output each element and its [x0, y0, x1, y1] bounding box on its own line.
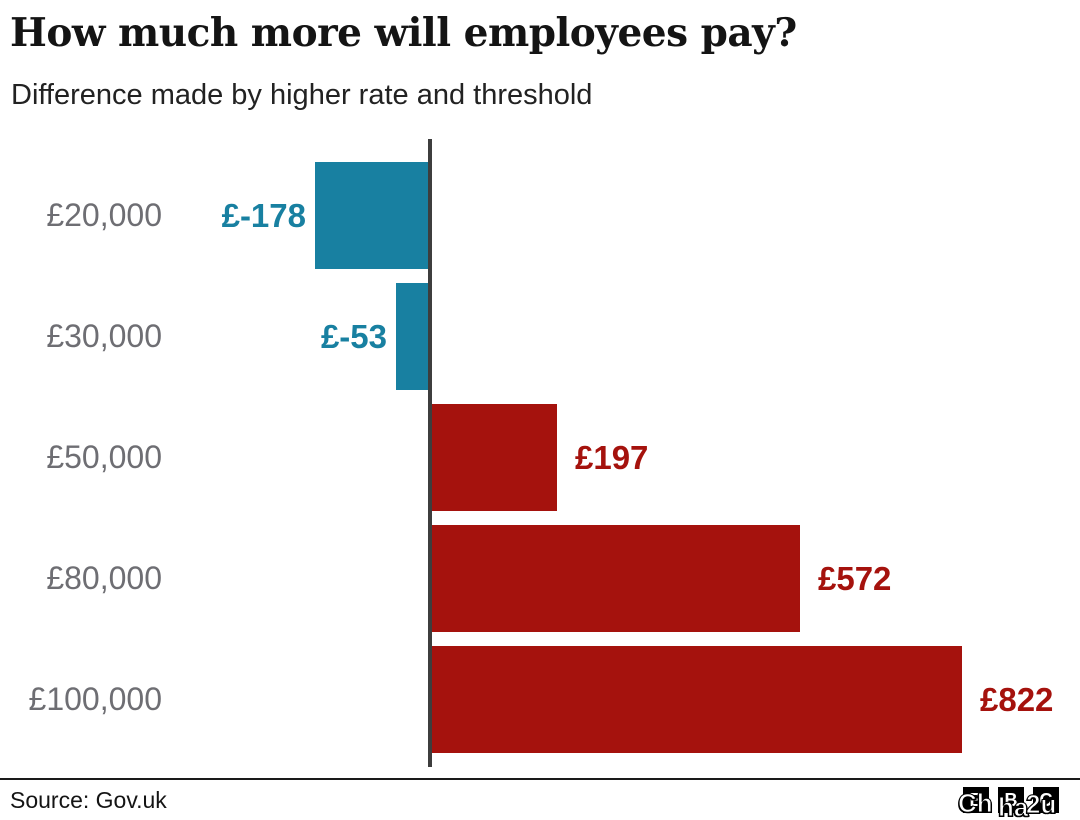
bar	[315, 162, 430, 269]
bar	[396, 283, 430, 390]
value-label: £-53	[320, 317, 387, 355]
category-label: £100,000	[28, 681, 162, 717]
category-label: £80,000	[46, 560, 162, 596]
value-label: £572	[818, 559, 892, 597]
chart-row: £50,000 £197	[0, 397, 1080, 518]
zero-baseline-axis	[428, 139, 432, 767]
bbc-logo: B B C	[963, 787, 1059, 813]
value-label: £197	[575, 438, 649, 476]
bbc-logo-block-1: B	[963, 787, 989, 813]
bbc-logo-block-2: B	[998, 787, 1024, 813]
bar	[430, 404, 557, 511]
chart-row: £30,000 £-53	[0, 276, 1080, 397]
source-attribution: Source: Gov.uk	[10, 787, 167, 813]
chart-row: £80,000 £572	[0, 518, 1080, 639]
footer-divider	[0, 778, 1080, 780]
chart-title: How much more will employees pay?	[10, 10, 797, 56]
category-label: £50,000	[46, 439, 162, 475]
category-label: £30,000	[46, 318, 162, 354]
chart-row: £100,000 £822	[0, 639, 1080, 760]
chart-subtitle: Difference made by higher rate and thres…	[11, 79, 593, 111]
bbc-logo-block-3: C	[1033, 787, 1059, 813]
bar	[430, 646, 962, 753]
bar	[430, 525, 800, 632]
value-label: £-178	[221, 196, 306, 234]
category-label: £20,000	[46, 197, 162, 233]
chart-row: £20,000 £-178	[0, 155, 1080, 276]
value-label: £822	[980, 680, 1054, 718]
bar-chart: £20,000 £-178 £30,000 £-53 £50,000 £197 £80,00…	[0, 139, 1080, 775]
